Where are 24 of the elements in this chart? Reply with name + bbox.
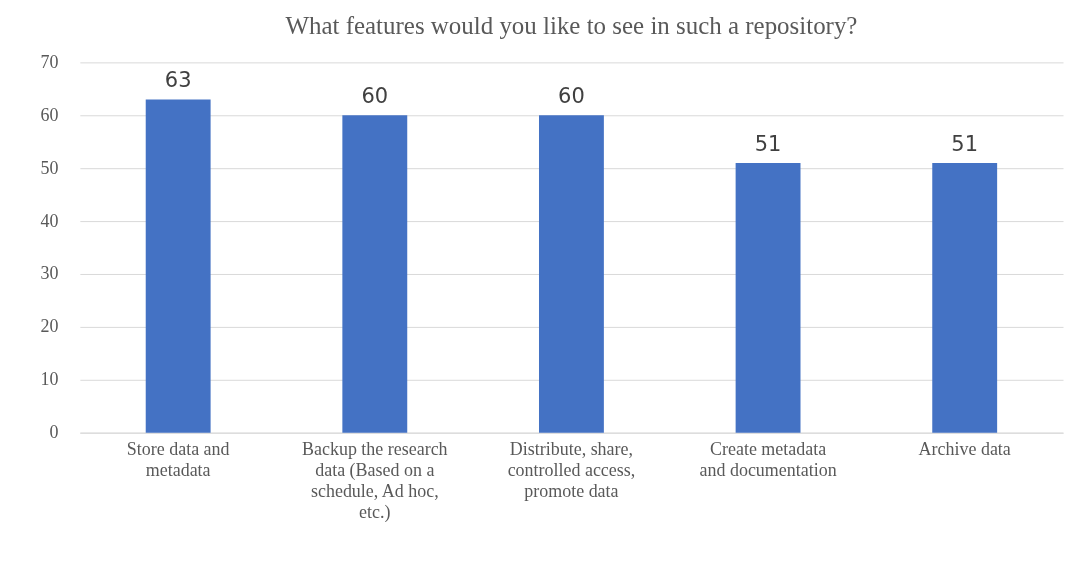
data-label: 63	[164, 68, 192, 93]
x-tick-label: Archive data	[918, 439, 1011, 460]
data-label: 60	[558, 84, 585, 109]
bar	[932, 162, 998, 433]
y-tick-label: 30	[40, 263, 59, 284]
bar	[145, 99, 211, 433]
y-tick-label: 70	[40, 51, 59, 72]
x-tick-label: Store data and metadata	[126, 439, 230, 481]
y-tick-label: 40	[40, 210, 59, 231]
x-tick-label: Distribute, share, controlled access, promote data	[507, 439, 636, 502]
data-label: 51	[754, 131, 782, 156]
y-tick-label: 60	[40, 104, 59, 125]
bar	[735, 162, 801, 433]
x-tick-label: Backup the research data (Based on a schedule, Ad hoc, etc.)	[302, 439, 448, 524]
x-tick-label: Create metadata and documentation	[699, 439, 837, 481]
bar	[538, 115, 604, 433]
y-tick-label: 10	[40, 369, 59, 390]
data-label: 60	[361, 84, 389, 109]
y-tick-label: 0	[49, 422, 59, 443]
y-tick-label: 50	[40, 157, 59, 178]
chart-title: What features would you like to see in such a repository?	[285, 12, 858, 40]
data-label: 51	[951, 131, 979, 156]
bar	[342, 115, 408, 433]
y-tick-label: 20	[40, 316, 59, 337]
